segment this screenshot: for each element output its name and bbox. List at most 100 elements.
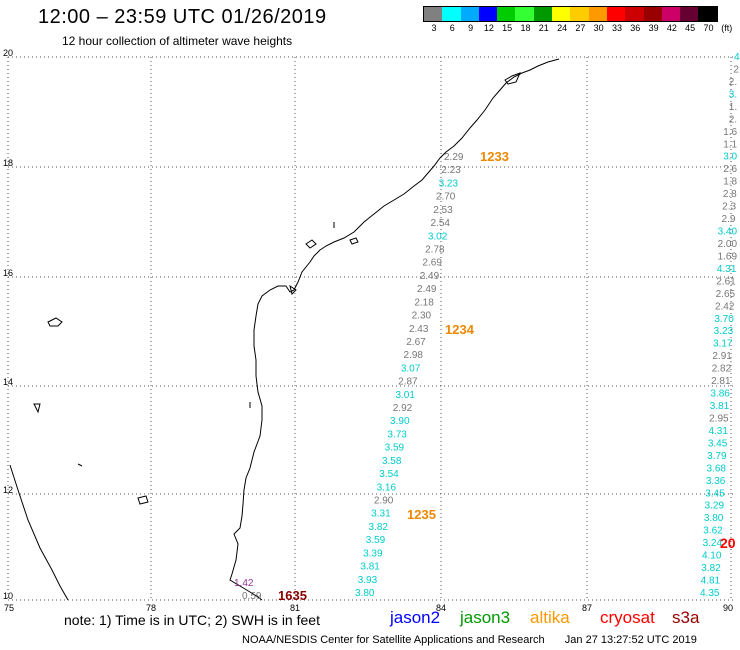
legend-swatch: [497, 7, 516, 21]
legend-swatch: [588, 7, 607, 21]
satellite-s3a: s3a: [672, 608, 700, 627]
legend-label: (ft): [721, 23, 733, 33]
wave-height-value: 2.9: [722, 214, 736, 225]
lat-label: 10: [3, 591, 13, 601]
wave-height-value: 3.17: [713, 339, 733, 350]
legend-label: 70: [703, 23, 714, 33]
wave-height-value: 2.23: [441, 165, 461, 176]
wave-height-value: 3.80: [704, 513, 724, 524]
pass-time-1235: 1235: [407, 507, 436, 522]
wave-height-value: 3.58: [382, 456, 402, 467]
wave-height-value: 2: [733, 64, 739, 75]
legend-label: 33: [611, 23, 622, 33]
wave-height-value: 2.67: [406, 337, 426, 348]
legend-swatch: [698, 7, 717, 21]
wave-height-value: 1.6: [723, 127, 737, 138]
satellite-altika: altika: [530, 608, 570, 627]
wave-height-value: 3.40: [718, 227, 738, 238]
wave-height-value: 2.81: [711, 376, 731, 387]
legend-swatch: [478, 7, 498, 21]
legend-label: 9: [468, 23, 474, 33]
wave-height-value: 3.59: [366, 535, 386, 546]
wave-height-value: 3.0: [723, 152, 737, 163]
wave-height-value: 2.29: [444, 152, 464, 163]
legend-label: 30: [593, 23, 604, 33]
wave-height-value: 2.53: [433, 205, 453, 216]
wave-height-value: 3.23: [714, 326, 734, 337]
wave-height-value: 2.54: [431, 218, 451, 229]
wave-height-value: 2.: [729, 114, 737, 125]
legend-label: 27: [575, 23, 586, 33]
legend-swatch: [643, 7, 662, 21]
wave-height-value: 3.79: [707, 451, 727, 462]
legend-swatch: [570, 7, 589, 21]
wave-height-value: 4.10: [702, 551, 722, 562]
island-5: [33, 403, 41, 414]
map-title: 12:00 – 23:59 UTC 01/26/2019: [38, 6, 327, 28]
wave-height-value: 2.: [729, 77, 737, 88]
wave-height-value: 2.42: [715, 301, 735, 312]
legend-label: 39: [648, 23, 659, 33]
legend-label: 45: [685, 23, 696, 33]
legend-label: 36: [630, 23, 641, 33]
credit-timestamp: Jan 27 13:27:52 UTC 2019: [564, 634, 697, 646]
wave-height-value: 3.82: [368, 522, 388, 533]
lon-label: 90: [723, 603, 733, 613]
wave-height-value: 2.78: [425, 244, 445, 255]
wave-height-value: 3.82: [701, 563, 721, 574]
legend-swatch: [442, 7, 461, 21]
wave-height-value: 2.18: [414, 297, 434, 308]
wave-height-value: 2.87: [398, 377, 418, 388]
wave-height-value: 2.92: [393, 403, 413, 414]
wave-height-value: 1.: [729, 102, 737, 113]
wave-height-value: 3.: [729, 89, 737, 100]
wave-height-value: 2.8: [723, 189, 737, 200]
wave-height-value: 3.23: [439, 178, 459, 189]
legend-swatch: [460, 7, 479, 21]
pass-time-edge: 20: [720, 535, 736, 551]
legend-swatch: [606, 7, 626, 21]
wave-height-value: 3.45: [708, 438, 728, 449]
altimeter-track-1233: 2.29 2.23 3.23 2.70 2.53 2.54 3.02 2.78 2.69 2.49…: [355, 152, 464, 599]
legend-label: 12: [483, 23, 494, 33]
satellite-cryosat: cryosat: [600, 608, 655, 627]
wave-height-value: 3.68: [707, 463, 727, 474]
wave-height-value: 2.49: [417, 284, 437, 295]
wave-height-value: 4.31: [708, 426, 728, 437]
wave-height-value: 2.95: [709, 413, 729, 424]
wave-height-value: 3.86: [710, 389, 730, 400]
legend-label: 24: [557, 23, 568, 33]
pass-time-1635: 1635: [278, 588, 307, 603]
legend-label: 42: [666, 23, 677, 33]
wave-height-value: 1.1: [723, 139, 737, 150]
map-subtitle: 12 hour collection of altimeter wave hei…: [62, 34, 293, 48]
lon-label: 87: [582, 603, 592, 613]
credit-text: NOAA/NESDIS Center for Satellite Applica…: [242, 634, 545, 646]
lon-label: 75: [4, 603, 14, 613]
wave-height-value: 2.98: [404, 350, 424, 361]
wave-height-value: 2.82: [712, 364, 732, 375]
wave-height-value: 3.24: [703, 538, 723, 549]
wave-height-value: 4: [734, 52, 740, 63]
color-scale-legend: [423, 6, 718, 22]
wave-height-value: 3.93: [358, 575, 378, 586]
lat-label: 18: [3, 158, 13, 168]
legend-swatch: [680, 7, 699, 21]
legend-swatch: [533, 7, 553, 21]
legend-swatch: [552, 7, 571, 21]
wave-height-value: 2.3: [722, 202, 736, 213]
wave-height-value: 4.81: [701, 576, 721, 587]
island-3: [349, 237, 359, 245]
wave-height-value: 2.43: [409, 324, 429, 335]
legend-swatch: [515, 7, 534, 21]
color-scale-labels: 3 6 9 12 15 18 21 24 27 30 33 36 39 42 45 70 (ft): [423, 23, 740, 35]
wave-height-value: 2.30: [412, 311, 432, 322]
wave-height-value: 3.90: [390, 416, 410, 427]
wave-height-value: 0.59: [242, 591, 262, 602]
wave-height-value: 3.81: [710, 401, 730, 412]
wave-height-value: 3.39: [363, 548, 383, 559]
wave-height-value: 3.45: [705, 488, 725, 499]
altimeter-track-right: 422.3.1.2.1.61.13.02.61.82.82.32.93.402.…: [700, 52, 740, 599]
